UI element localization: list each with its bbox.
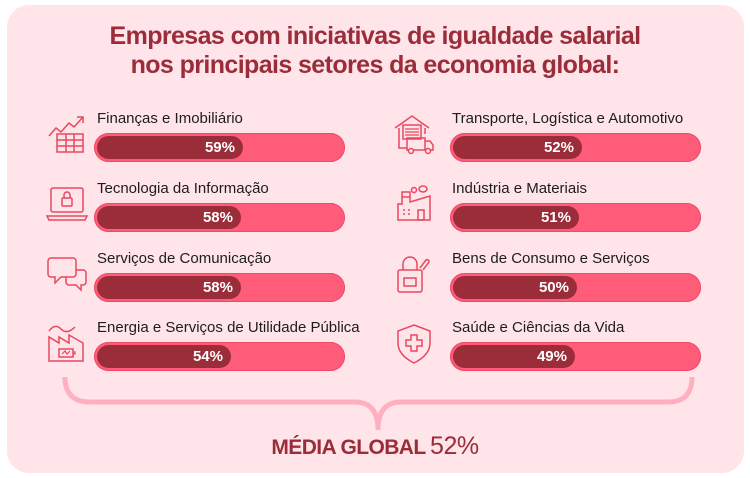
bar-fill: 58% (97, 206, 241, 229)
bar-track: 58% (94, 203, 345, 232)
bar-fill: 58% (97, 276, 241, 299)
bar-value-label: 50% (538, 279, 569, 296)
bar-track: 54% (94, 342, 345, 371)
chart-growth-icon (45, 112, 89, 156)
shopping-bag-icon (392, 252, 436, 296)
bar-fill: 54% (97, 345, 231, 368)
warehouse-truck-icon (392, 112, 436, 156)
bar-value-label: 54% (192, 348, 223, 365)
sector-bar-item: Tecnologia da Informação 58% (45, 180, 355, 240)
power-plant-battery-icon (45, 321, 89, 365)
bar-value-label: 58% (202, 279, 233, 296)
bar-fill: 52% (453, 136, 582, 159)
factory-icon (392, 182, 436, 226)
sector-label: Transporte, Logística e Automotivo (452, 110, 684, 127)
title-line-2: nos principais setores da economia globa… (130, 51, 620, 79)
global-average-value: 52% (430, 432, 479, 460)
global-average: MÉDIA GLOBAL 52% (0, 432, 750, 461)
bar-fill: 49% (453, 345, 575, 368)
bar-value-label: 49% (536, 348, 567, 365)
sector-bar-item: Bens de Consumo e Serviços 50% (392, 250, 702, 310)
sector-bar-item: Serviços de Comunicação 58% (45, 250, 355, 310)
sector-label: Finanças e Imobiliário (97, 110, 243, 127)
sector-label: Indústria e Materiais (452, 180, 588, 197)
health-shield-icon (392, 321, 436, 365)
bar-track: 52% (450, 133, 701, 162)
sector-label: Serviços de Comunicação (97, 250, 272, 267)
bar-value-label: 52% (543, 139, 574, 156)
sector-label: Energia e Serviços de Utilidade Pública (97, 319, 360, 336)
bar-track: 49% (450, 342, 701, 371)
laptop-lock-icon (45, 182, 89, 226)
sector-bar-item: Indústria e Materiais 51% (392, 180, 702, 240)
bar-track: 50% (450, 273, 701, 302)
sector-label: Saúde e Ciências da Vida (452, 319, 625, 336)
bar-value-label: 58% (202, 209, 233, 226)
sector-label: Tecnologia da Informação (97, 180, 269, 197)
bar-track: 51% (450, 203, 701, 232)
title-line-1: Empresas com iniciativas de igualdade sa… (109, 22, 642, 50)
sector-bar-item: Transporte, Logística e Automotivo 52% (392, 110, 702, 170)
sector-bar-item: Finanças e Imobiliário 59% (45, 110, 355, 170)
bar-fill: 50% (453, 276, 577, 299)
global-average-label: MÉDIA GLOBAL (271, 436, 426, 459)
bar-value-label: 51% (540, 209, 571, 226)
bar-value-label: 59% (204, 139, 235, 156)
sector-label: Bens de Consumo e Serviços (452, 250, 650, 267)
bar-fill: 59% (97, 136, 243, 159)
sector-bar-item: Saúde e Ciências da Vida 49% (392, 319, 702, 379)
chat-bubbles-icon (45, 252, 89, 296)
bar-track: 59% (94, 133, 345, 162)
bar-track: 58% (94, 273, 345, 302)
chart-title: Empresas com iniciativas de igualdade sa… (0, 22, 750, 80)
sector-bar-item: Energia e Serviços de Utilidade Pública 5… (45, 319, 360, 379)
bar-fill: 51% (453, 206, 579, 229)
